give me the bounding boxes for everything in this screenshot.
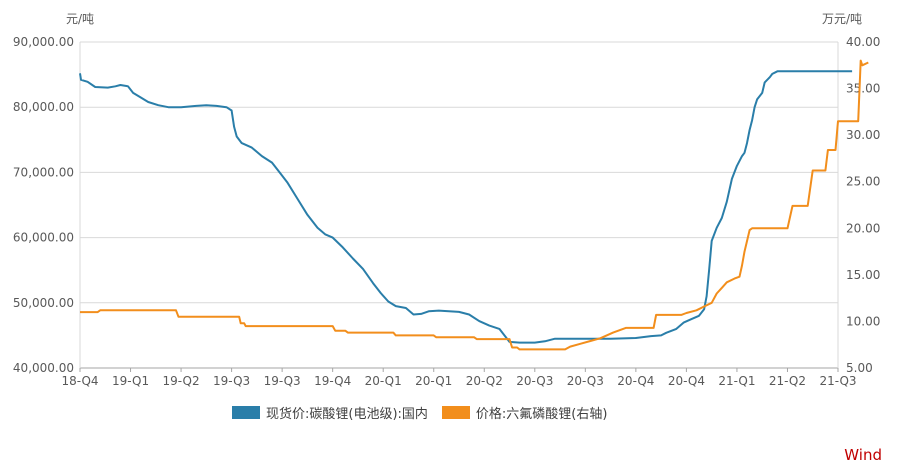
legend-label-lithium-carbonate: 现货价:碳酸锂(电池级):国内 (266, 407, 428, 422)
y-left-tick-label: 40,000.00 (13, 361, 74, 375)
y-right-tick-label: 15.00 (846, 268, 880, 282)
x-tick-label: 20-Q4 (617, 374, 654, 388)
x-tick-label: 20-Q4 (668, 374, 705, 388)
x-tick-label: 19-Q3 (264, 374, 301, 388)
x-tick-label: 20-Q1 (365, 374, 402, 388)
grid (80, 41, 838, 369)
x-tick-label: 19-Q3 (213, 374, 250, 388)
series-line-lipf6 (80, 59, 869, 351)
x-tick-label: 20-Q1 (415, 374, 452, 388)
axes: 40,000.00 50,000.00 60,000.00 70,000.00 80,0… (13, 35, 880, 388)
x-tick-label: 20-Q2 (466, 374, 503, 388)
x-tick-label: 21-Q2 (769, 374, 806, 388)
x-tick-label: 19-Q1 (112, 374, 149, 388)
legend-swatch-orange (441, 406, 470, 419)
y-left-tick-label: 60,000.00 (13, 231, 74, 245)
x-tick-label: 18-Q4 (61, 374, 98, 388)
y-left-tick-label: 90,000.00 (13, 35, 74, 49)
y-right-tick-label: 35.00 (846, 82, 880, 96)
legend: 现货价:碳酸锂(电池级):国内 价格:六氟磷酸锂(右轴) (232, 403, 621, 422)
x-tick-label: 21-Q1 (718, 374, 755, 388)
legend-item-lipf6: 价格:六氟磷酸锂(右轴) (441, 403, 608, 422)
x-tick-label: 20-Q3 (567, 374, 604, 388)
series-lines (79, 59, 869, 351)
y-right-tick-label: 5.00 (846, 361, 873, 375)
y-left-tick-label: 50,000.00 (13, 296, 74, 310)
x-tick-label: 20-Q3 (516, 374, 553, 388)
y-left-tick-label: 80,000.00 (13, 100, 74, 114)
x-tick-label: 21-Q3 (819, 374, 856, 388)
y-right-tick-label: 30.00 (846, 128, 880, 142)
legend-item-lithium-carbonate: 现货价:碳酸锂(电池级):国内 (232, 403, 428, 422)
y-right-tick-label: 20.00 (846, 221, 880, 235)
brand-logo-text: Wind (844, 446, 882, 464)
y-right-tick-label: 10.00 (846, 314, 880, 328)
y-left-tick-label: 70,000.00 (13, 165, 74, 179)
y-right-tick-label: 25.00 (846, 175, 880, 189)
right-axis-unit: 万元/吨 (822, 12, 863, 26)
legend-label-lipf6: 价格:六氟磷酸锂(右轴) (475, 407, 608, 422)
series-line-lithium-carbonate (79, 70, 853, 344)
y-right-tick-label: 40.00 (846, 35, 880, 49)
x-tick-label: 19-Q4 (314, 374, 351, 388)
x-tick-label: 19-Q2 (163, 374, 200, 388)
legend-swatch-blue (232, 406, 260, 419)
left-axis-unit: 元/吨 (66, 12, 95, 26)
